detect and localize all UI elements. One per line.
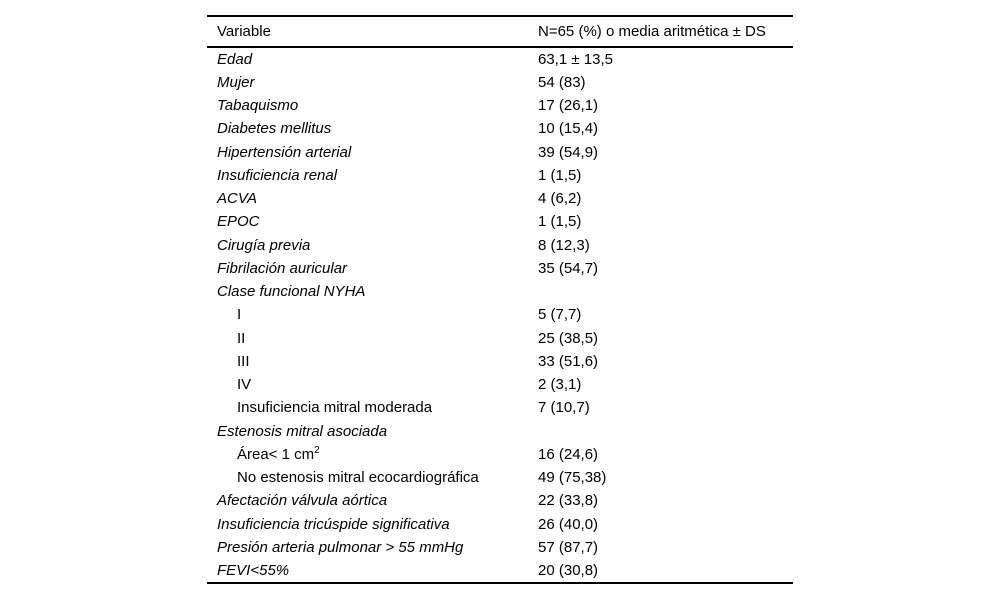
row-value: 25 (38,5)	[538, 329, 599, 347]
table-row: Insuficiencia mitral moderada 7 (10,7)	[207, 396, 793, 419]
row-label: Fibrilación auricular	[217, 259, 348, 277]
row-value: 1 (1,5)	[538, 213, 582, 231]
table-bottom-rule	[207, 582, 793, 585]
table-row: Fibrilación auricular 35 (54,7)	[207, 257, 793, 280]
row-label-superscript: 2	[314, 444, 320, 456]
table-row: Mujer 54 (83)	[207, 71, 793, 94]
row-label: Diabetes mellitus	[217, 120, 332, 138]
row-label: Afectación válvula aórtica	[217, 492, 388, 510]
row-value: 2 (3,1)	[538, 376, 582, 394]
row-label: III	[237, 352, 250, 370]
row-label: FEVI<55%	[217, 562, 290, 580]
table-row: Insuficiencia renal 1 (1,5)	[207, 164, 793, 187]
table-row: III 33 (51,6)	[207, 350, 793, 373]
row-value: 16 (24,6)	[538, 445, 599, 463]
table-row: Insuficiencia tricúspide significativa 26…	[207, 513, 793, 536]
row-value: 1 (1,5)	[538, 166, 582, 184]
row-label: Tabaquismo	[217, 97, 299, 115]
table-row: IV 2 (3,1)	[207, 373, 793, 396]
row-label: II	[237, 329, 246, 347]
row-label: Hipertensión arterial	[217, 143, 352, 161]
table-row: Diabetes mellitus 10 (15,4)	[207, 117, 793, 140]
table-row: Edad 63,1 ± 13,5	[207, 48, 793, 71]
table-row: Afectación válvula aórtica 22 (33,8)	[207, 489, 793, 512]
row-value: 7 (10,7)	[538, 399, 590, 417]
row-value: 8 (12,3)	[538, 236, 590, 254]
row-value: 35 (54,7)	[538, 259, 599, 277]
row-label: Mujer	[217, 73, 255, 91]
row-label: Cirugía previa	[217, 236, 311, 254]
table-header-rule	[207, 45, 793, 48]
table-row: I 5 (7,7)	[207, 303, 793, 326]
table-row: Hipertensión arterial 39 (54,9)	[207, 141, 793, 164]
row-label: No estenosis mitral ecocardiográfica	[237, 469, 479, 487]
row-value: 49 (75,38)	[538, 469, 607, 487]
row-value: 39 (54,9)	[538, 143, 599, 161]
table-row: Cirugía previa 8 (12,3)	[207, 234, 793, 257]
row-value: 54 (83)	[538, 73, 586, 91]
column-header-variable: Variable	[217, 22, 271, 40]
row-label: Insuficiencia renal	[217, 166, 338, 184]
column-header-values: N=65 (%) o media aritmética ± DS	[538, 22, 766, 40]
row-value: 4 (6,2)	[538, 190, 582, 208]
row-value: 10 (15,4)	[538, 120, 599, 138]
row-label: Insuficiencia tricúspide significativa	[217, 515, 450, 533]
row-label: Área< 1 cm2	[237, 444, 320, 463]
row-value: 5 (7,7)	[538, 306, 582, 324]
row-value: 26 (40,0)	[538, 515, 599, 533]
patient-characteristics-table: Variable N=65 (%) o media aritmética ± D…	[207, 15, 793, 585]
row-value: 33 (51,6)	[538, 352, 599, 370]
row-value: 20 (30,8)	[538, 562, 599, 580]
row-label: Estenosis mitral asociada	[217, 422, 388, 440]
table-top-rule	[207, 15, 793, 17]
row-value: 22 (33,8)	[538, 492, 599, 510]
table-row: No estenosis mitral ecocardiográfica 49 (…	[207, 466, 793, 489]
row-label: Insuficiencia mitral moderada	[237, 399, 433, 417]
table-row: Clase funcional NYHA	[207, 280, 793, 303]
row-value: 63,1 ± 13,5	[538, 50, 613, 68]
table-row: Tabaquismo 17 (26,1)	[207, 94, 793, 117]
table-header-row: Variable N=65 (%) o media aritmética ± D…	[207, 17, 793, 46]
table-row: Estenosis mitral asociada	[207, 420, 793, 443]
row-value: 17 (26,1)	[538, 97, 599, 115]
table-row: Área< 1 cm2 16 (24,6)	[207, 443, 793, 466]
row-label: Presión arteria pulmonar > 55 mmHg	[217, 538, 464, 556]
table-row: ACVA 4 (6,2)	[207, 187, 793, 210]
table-row: FEVI<55% 20 (30,8)	[207, 559, 793, 582]
table-row: EPOC 1 (1,5)	[207, 210, 793, 233]
row-label: Edad	[217, 50, 253, 68]
table-body: Edad 63,1 ± 13,5 Mujer 54 (83) Tabaquismo 17 …	[207, 48, 793, 583]
row-label: IV	[237, 376, 252, 394]
row-value: 57 (87,7)	[538, 538, 599, 556]
row-label: I	[237, 306, 242, 324]
row-label: Clase funcional NYHA	[217, 283, 366, 301]
row-label: EPOC	[217, 213, 260, 231]
table-row: Presión arteria pulmonar > 55 mmHg 57 (87…	[207, 536, 793, 559]
row-label: ACVA	[217, 190, 258, 208]
table-row: II 25 (38,5)	[207, 327, 793, 350]
